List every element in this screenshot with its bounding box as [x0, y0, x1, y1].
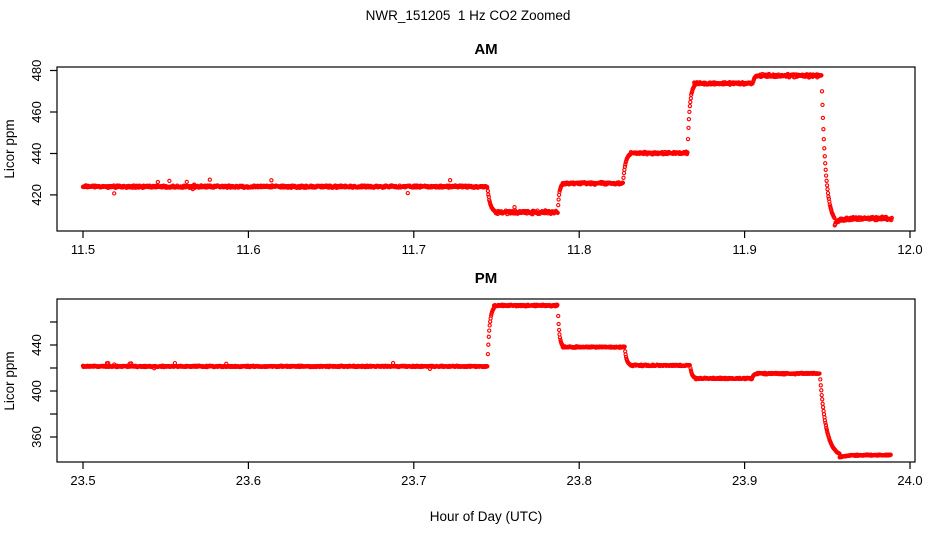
y-tick-label: 360 — [29, 426, 44, 448]
y-tick-label: 460 — [29, 101, 44, 123]
x-tick-label: 11.5 — [71, 242, 95, 257]
panel-title-pm: PM — [474, 270, 498, 287]
x-tick-label: 24.0 — [897, 473, 922, 488]
x-tick-label: 23.9 — [732, 473, 757, 488]
y-tick-label: 420 — [29, 184, 44, 206]
am-data-points — [80, 71, 894, 228]
x-tick-label: 23.5 — [70, 473, 95, 488]
x-tick-label: 11.6 — [236, 242, 260, 257]
y-axis-title: Licor ppm — [2, 351, 17, 410]
x-tick-label: 12.0 — [897, 242, 922, 257]
y-axis-title: Licor ppm — [2, 119, 17, 178]
am-panel: 11.5 11.6 11.7 11.8 11.9 12.0 420 440 460 480 Lico… — [2, 60, 923, 257]
x-tick-label: 11.8 — [567, 242, 591, 257]
x-axis-title: Hour of Day (UTC) — [429, 509, 543, 524]
pm-panel: 23.5 23.6 23.7 23.8 23.9 24.0 360 400 440 Licor p… — [2, 298, 923, 488]
panel-title-am: AM — [474, 41, 498, 58]
plot-box — [56, 66, 916, 232]
y-tick-label: 480 — [29, 60, 44, 82]
x-tick-label: 11.7 — [402, 242, 426, 257]
pm-data-points — [80, 302, 893, 460]
y-tick-label: 440 — [29, 334, 44, 356]
chart-title: NWR_151205 1 Hz CO2 Zoomed — [365, 8, 571, 23]
y-tick-label: 400 — [29, 380, 44, 402]
y-tick-label: 440 — [29, 143, 44, 165]
x-tick-label: 11.9 — [732, 242, 756, 257]
x-tick-label: 23.6 — [236, 473, 261, 488]
plot-box — [56, 298, 916, 463]
x-tick-label: 23.7 — [401, 473, 426, 488]
x-tick-label: 23.8 — [567, 473, 592, 488]
